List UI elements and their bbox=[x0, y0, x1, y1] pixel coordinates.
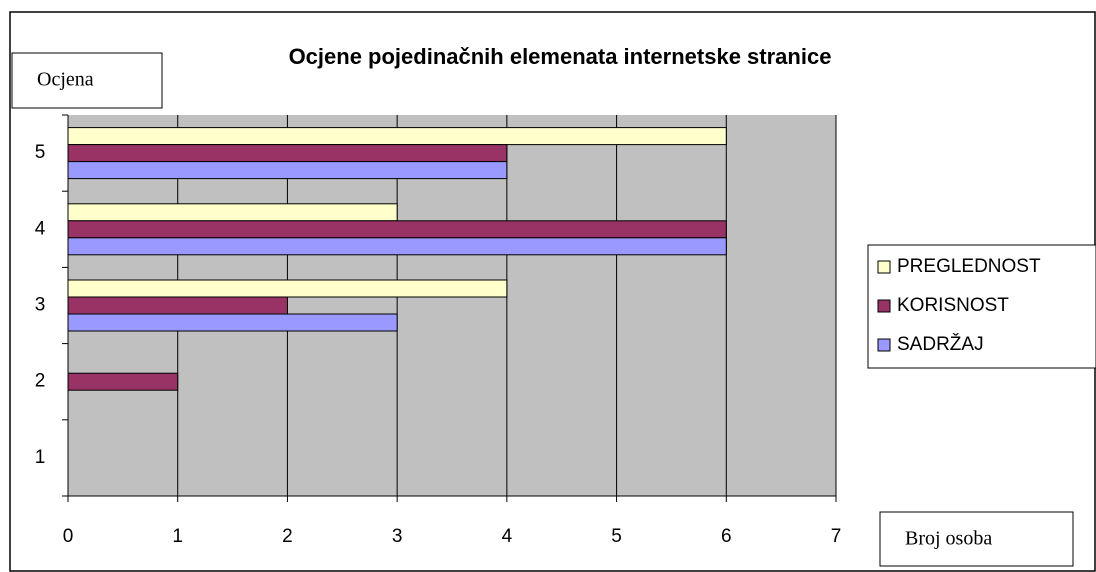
y-tick-label: 5 bbox=[35, 142, 46, 163]
x-tick-label: 3 bbox=[392, 526, 403, 547]
bar bbox=[67, 279, 508, 298]
legend-swatch bbox=[877, 260, 891, 274]
x-tick-label: 5 bbox=[611, 526, 622, 547]
legend-label: SADRŽAJ bbox=[897, 333, 984, 355]
y-label-box bbox=[11, 52, 163, 109]
x-tick-label: 4 bbox=[502, 526, 513, 547]
x-axis-label: Broj osoba bbox=[905, 528, 992, 550]
legend-label: KORISNOST bbox=[897, 295, 1009, 316]
bar bbox=[67, 220, 727, 239]
bar bbox=[67, 237, 727, 256]
bar bbox=[67, 296, 288, 315]
legend-swatch bbox=[877, 338, 891, 352]
y-tick-label: 1 bbox=[35, 447, 46, 468]
x-tick-label: 2 bbox=[282, 526, 293, 547]
y-tick-label: 2 bbox=[35, 371, 46, 392]
y-axis-label: Ocjena bbox=[37, 69, 94, 91]
x-tick-label: 7 bbox=[831, 526, 842, 547]
bar bbox=[67, 127, 727, 146]
legend-box bbox=[867, 244, 1096, 369]
bar bbox=[67, 161, 508, 180]
bar bbox=[67, 144, 508, 163]
x-tick-label: 1 bbox=[172, 526, 183, 547]
legend-swatch bbox=[877, 299, 891, 313]
y-tick-label: 4 bbox=[35, 218, 46, 239]
y-tick-label: 3 bbox=[35, 295, 46, 316]
bar bbox=[67, 203, 398, 222]
x-tick-label: 0 bbox=[63, 526, 74, 547]
legend-label: PREGLEDNOST bbox=[897, 256, 1041, 277]
bar bbox=[67, 313, 398, 332]
x-tick-label: 6 bbox=[721, 526, 732, 547]
chart-title: Ocjene pojedinačnih elemenata internetsk… bbox=[289, 44, 832, 69]
x-label-box bbox=[879, 511, 1074, 567]
bar bbox=[67, 372, 179, 391]
